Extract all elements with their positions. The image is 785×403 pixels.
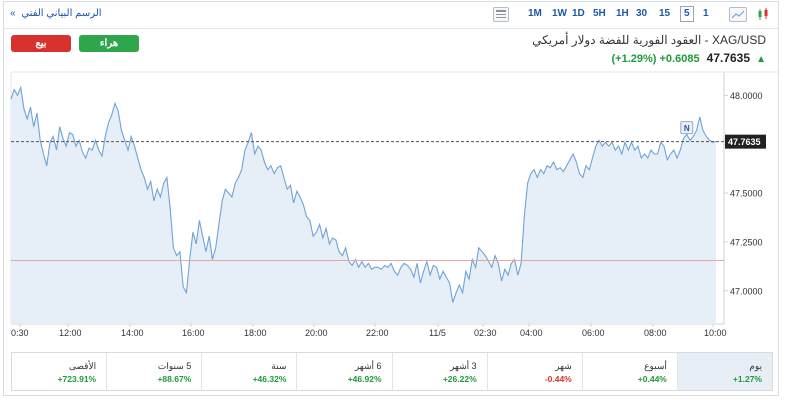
x-tick-label: 0:30 bbox=[11, 328, 29, 338]
candlestick-icon[interactable] bbox=[756, 7, 772, 22]
performance-value: +1.27% bbox=[732, 374, 762, 384]
performance-period: 6 أشهر bbox=[354, 361, 382, 371]
last-price: 47.7635 bbox=[706, 51, 751, 65]
change-value: +0.6085 bbox=[659, 53, 700, 65]
timeframe-5[interactable]: 5 bbox=[680, 6, 694, 22]
timeframe-5H[interactable]: 5H bbox=[593, 8, 606, 19]
x-tick-label: 18:00 bbox=[244, 328, 267, 338]
technical-chart-link[interactable]: الرسم البياني الفني » bbox=[10, 8, 102, 19]
sell-button[interactable]: بيع bbox=[11, 35, 71, 52]
performance-value: +46.92% bbox=[347, 374, 382, 384]
performance-value: +26.22% bbox=[442, 374, 477, 384]
last-price-tag-label: 47.7635 bbox=[728, 137, 761, 147]
chart-widget: الرسم البياني الفني » 1M 1W 1D 5H 1H 30 15 5 1 bbox=[3, 1, 779, 396]
news-marker-label: N bbox=[684, 124, 690, 133]
performance-cell[interactable]: أسبوع +0.44% bbox=[581, 353, 677, 390]
series-area bbox=[11, 87, 716, 324]
performance-cell[interactable]: يوم +1.27% bbox=[676, 353, 772, 390]
chevron-right-icon: » bbox=[10, 8, 16, 19]
change-percent: (+1.29%) bbox=[611, 53, 657, 65]
timeframe-1W[interactable]: 1W bbox=[552, 8, 567, 19]
instrument-title: XAG/USD - العقود الفورية للفضة دولار أمر… bbox=[532, 33, 766, 47]
x-tick-label: 16:00 bbox=[182, 328, 205, 338]
performance-value: +0.44% bbox=[637, 374, 667, 384]
performance-period: سنة bbox=[271, 361, 287, 371]
performance-cell[interactable]: سنة +46.32% bbox=[201, 353, 296, 390]
x-tick-label: 12:00 bbox=[59, 328, 82, 338]
timeframe-30[interactable]: 30 bbox=[636, 8, 648, 19]
timeframe-1D[interactable]: 1D bbox=[572, 8, 585, 19]
x-tick-label: 20:00 bbox=[305, 328, 328, 338]
timeframe-15[interactable]: 15 bbox=[659, 8, 671, 19]
chart-toolbar: الرسم البياني الفني » 1M 1W 1D 5H 1H 30 15 5 1 bbox=[4, 2, 778, 29]
buy-button[interactable]: هراء bbox=[79, 35, 139, 52]
x-tick-label: 04:00 bbox=[520, 328, 543, 338]
y-tick-label: 48.0000 bbox=[730, 91, 763, 101]
x-tick-label: 11/5 bbox=[429, 328, 446, 338]
performance-cell[interactable]: الأقصى +723.91% bbox=[12, 353, 106, 390]
x-tick-label: 14:00 bbox=[121, 328, 144, 338]
y-tick-label: 47.5000 bbox=[730, 189, 763, 199]
layout-icon[interactable] bbox=[493, 7, 509, 22]
y-tick-label: 47.2500 bbox=[730, 237, 763, 247]
performance-value: -0.44% bbox=[544, 374, 572, 384]
performance-cell[interactable]: 3 أشهر +26.22% bbox=[391, 353, 487, 390]
performance-period: شهر bbox=[555, 361, 572, 371]
performance-cell[interactable]: شهر -0.44% bbox=[486, 353, 582, 390]
performance-table: الأقصى +723.91% 5 سنوات +88.67% سنة +46.32% 6 … bbox=[11, 352, 773, 391]
performance-period: 5 سنوات bbox=[157, 361, 192, 371]
performance-period: الأقصى bbox=[68, 361, 97, 371]
line-chart-icon[interactable] bbox=[729, 7, 747, 22]
performance-value: +723.91% bbox=[57, 374, 97, 384]
y-tick-label: 47.0000 bbox=[730, 286, 763, 296]
performance-period: أسبوع bbox=[644, 361, 667, 371]
performance-period: 3 أشهر bbox=[449, 361, 477, 371]
x-tick-label: 10:00 bbox=[704, 328, 727, 338]
performance-period: يوم bbox=[749, 361, 762, 371]
x-tick-label: 22:00 bbox=[366, 328, 389, 338]
up-arrow-icon: ▲ bbox=[756, 54, 766, 65]
price-summary: (+1.29%) +0.6085 47.7635 ▲ bbox=[611, 51, 766, 65]
last-price-tag bbox=[725, 134, 766, 149]
x-tick-label: 08:00 bbox=[644, 328, 667, 338]
x-tick-label: 02:30 bbox=[474, 328, 497, 338]
performance-value: +46.32% bbox=[252, 374, 287, 384]
price-chart[interactable]: Investing.comN48.000047.750047.500047.25… bbox=[4, 2, 778, 350]
timeframe-1H[interactable]: 1H bbox=[616, 8, 629, 19]
news-marker[interactable] bbox=[680, 121, 694, 135]
chart-link-label: الرسم البياني الفني bbox=[21, 8, 102, 19]
performance-cell[interactable]: 6 أشهر +46.92% bbox=[296, 353, 391, 390]
timeframe-1[interactable]: 1 bbox=[703, 8, 709, 19]
timeframe-1M[interactable]: 1M bbox=[528, 8, 542, 19]
x-tick-label: 06:00 bbox=[582, 328, 605, 338]
performance-value: +88.67% bbox=[157, 374, 192, 384]
performance-cell[interactable]: 5 سنوات +88.67% bbox=[106, 353, 201, 390]
